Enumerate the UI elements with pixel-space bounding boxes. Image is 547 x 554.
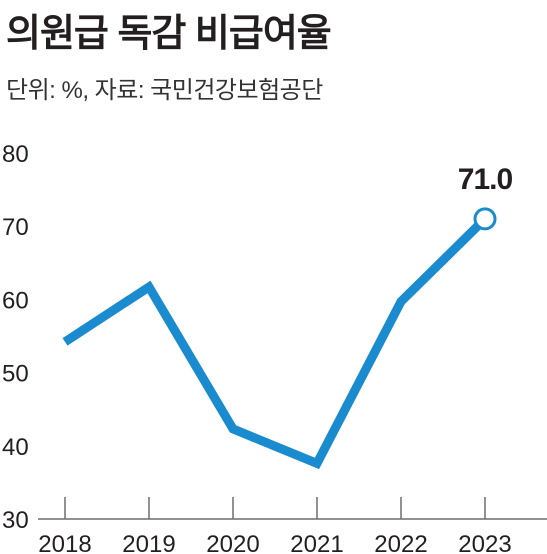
data-label: 71.0: [458, 163, 513, 196]
data-point-marker: [473, 207, 497, 231]
y-tick-label: 40: [2, 434, 29, 461]
x-axis: 2018 2019 2020 2021 2022 2023: [38, 497, 547, 554]
x-tick-label: 2023: [458, 531, 511, 554]
x-tick-label: 2019: [122, 531, 175, 554]
series-line: [62, 215, 489, 470]
x-tick-label: 2022: [374, 531, 427, 554]
y-tick-label: 30: [2, 507, 29, 534]
x-tick-label: 2020: [206, 531, 259, 554]
annotation-layer: 71.0: [458, 163, 514, 231]
chart-title: 의원급 독감 비급여율: [6, 13, 332, 55]
x-tick-label: 2021: [290, 531, 343, 554]
y-tick-label: 70: [2, 214, 29, 241]
x-tick-label: 2018: [38, 531, 91, 554]
y-axis-ticks: 30 40 50 60 70 80: [2, 141, 29, 534]
series-layer: [62, 215, 489, 470]
chart-subtitle: 단위: %, 자료: 국민건강보험공단: [6, 77, 323, 104]
y-tick-label: 80: [2, 141, 29, 168]
y-tick-label: 50: [2, 361, 29, 388]
y-tick-label: 60: [2, 287, 29, 314]
